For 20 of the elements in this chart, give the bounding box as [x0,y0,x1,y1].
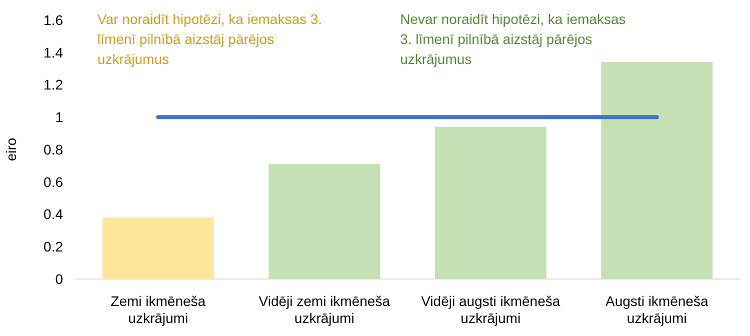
y-tick-label: 0.2 [44,238,64,255]
y-tick-label: 1.4 [44,44,64,60]
bar [102,217,214,279]
bar [601,62,713,279]
y-tick-label: 0.4 [44,206,64,222]
x-tick-label: Augsti ikmēneša uzkrājumi [606,293,708,326]
annotation: Nevar noraidīt hipotēzi, ka iemaksas 3. līmenī pilnībā aizstāj pārējos uzkrājumus [400,11,626,67]
x-tick-label: Vidēji zemi ikmēneša uzkrājumi [258,293,390,326]
y-tick-label: 1.6 [44,12,64,28]
y-tick-label: 0 [55,270,64,287]
y-axis-title: eiro [3,138,19,162]
annotation: Var noraidīt hipotēzi, ka iemaksas 3. līmenī pilnībā aizstāj pārējos uzkrājumus [97,11,322,67]
y-tick-label: 0.6 [44,174,64,190]
y-tick-label: 1 [55,109,64,126]
x-tick-label: Zemi ikmēneša uzkrājumi [110,293,206,326]
x-tick-label: Vidēji augsti ikmēneša uzkrājumi [421,293,560,326]
y-tick-label: 1.2 [44,76,64,93]
bar [268,164,380,279]
y-tick-label: 0.8 [44,141,64,158]
bar [434,126,546,279]
